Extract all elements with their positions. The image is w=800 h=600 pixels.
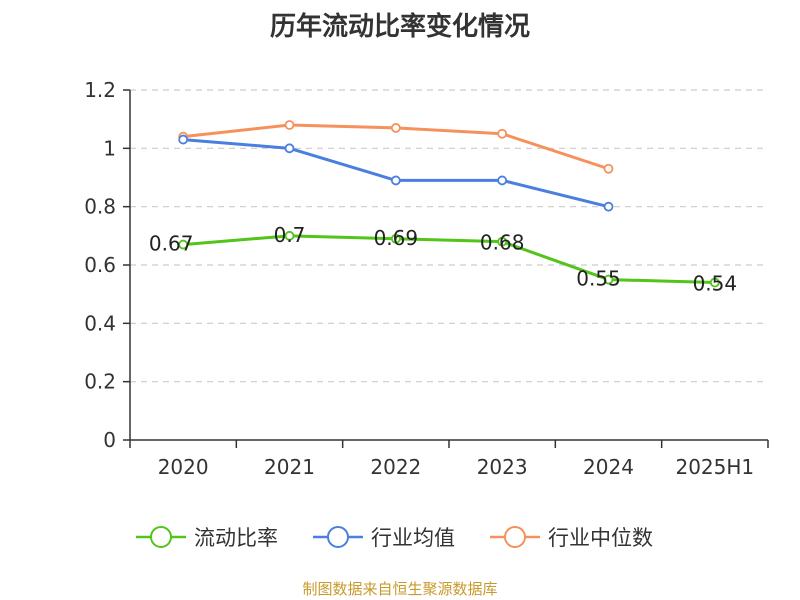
legend-marker [327,526,349,548]
data-label: 0.54 [693,272,738,296]
data-point-current_ratio [709,277,720,288]
legend-label: 流动比率 [194,526,278,550]
x-tick-label: 2024 [583,455,634,479]
data-point-industry_median [603,163,614,174]
y-tick-label: 0.2 [84,370,116,394]
legend-marker [504,526,526,548]
legend-item-industry_mean: 行业均值 [313,526,455,550]
data-label: 0.67 [149,232,194,256]
data-point-industry_mean [497,175,508,186]
data-point-industry_median [497,128,508,139]
legend-label: 行业中位数 [548,526,653,550]
data-label: 0.68 [480,231,525,255]
legend-item-current_ratio: 流动比率 [136,526,278,550]
series-lines [178,120,720,288]
axes: 0 0.2 0.4 0.6 0.8 1 1.2 2020 2021 2022 2023 2024 202… [84,78,769,479]
data-point-current_ratio [497,236,508,247]
data-point-current_ratio [284,230,295,241]
series-line-current_ratio [183,234,715,284]
legend-item-industry_median: 行业中位数 [490,526,653,550]
data-label: 0.7 [274,223,306,247]
chart-title: 历年流动比率变化情况 [269,12,530,42]
x-tick-label: 2020 [158,455,209,479]
y-tick-label: 0.8 [84,195,116,219]
data-point-industry_median [390,123,401,133]
x-tick-label: 2023 [477,455,528,479]
data-point-industry_mean [603,201,614,212]
y-tick-label: 0.6 [84,253,116,277]
x-tick-label: 2022 [370,455,421,479]
data-point-current_ratio [603,274,614,285]
data-label: 0.55 [576,267,621,291]
x-tick-label: 2021 [264,455,315,479]
legend: 流动比率 行业均值 行业中位数 [136,526,653,550]
data-point-industry_median [284,120,295,130]
data-point-industry_mean [284,143,295,154]
y-tick-label: 0 [103,428,116,452]
data-point-industry_mean [178,134,189,145]
x-tick-label: 2025H1 [675,455,754,479]
y-tick-label: 1 [103,136,116,160]
series-line-industry_mean [183,138,609,209]
data-labels: 0.67 0.7 0.69 0.68 0.55 0.54 [149,223,737,296]
y-tick-label: 1.2 [84,78,116,102]
data-label: 0.69 [374,226,419,250]
legend-marker [150,526,172,548]
source-footer: 制图数据来自恒生聚源数据库 [302,580,498,598]
data-point-current_ratio [178,239,189,250]
data-point-industry_mean [390,175,401,186]
legend-label: 行业均值 [371,526,455,550]
data-point-current_ratio [390,233,401,244]
grid-lines [130,89,768,383]
y-tick-label: 0.4 [84,311,116,335]
